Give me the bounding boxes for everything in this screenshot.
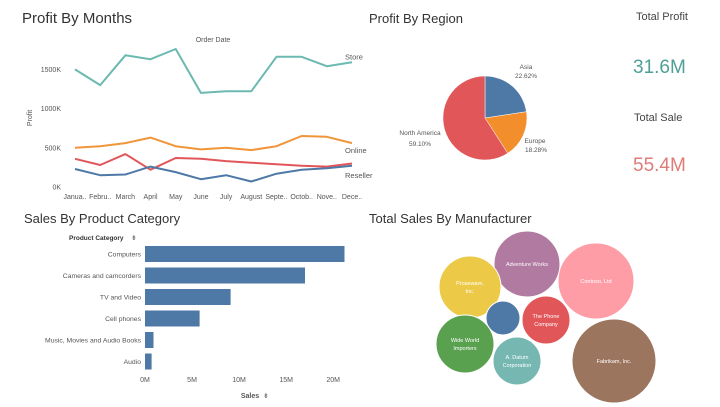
category-label: Cameras and camcorders xyxy=(63,273,142,280)
bubble-label: Proseware, xyxy=(456,281,484,287)
x-tick-label: March xyxy=(116,194,136,201)
bar xyxy=(145,353,152,370)
bubble xyxy=(571,318,657,404)
bubble-label: Adventure Works xyxy=(506,262,548,268)
series-line xyxy=(74,153,353,171)
bubble-label: Wide World xyxy=(451,338,479,344)
x-tick-label: 15M xyxy=(279,377,293,384)
series-label: Store xyxy=(345,52,363,61)
bubble xyxy=(557,242,635,320)
line-chart-y-title: Profit xyxy=(27,110,34,126)
pie-slice-pct: 18.28% xyxy=(525,147,547,154)
sales-by-manufacturer-title: Total Sales By Manufacturer xyxy=(369,211,532,226)
series-line xyxy=(74,48,353,94)
x-tick-label: 10M xyxy=(232,377,246,384)
bar xyxy=(145,267,305,284)
total-sale-value: 55.4M xyxy=(633,155,686,176)
y-tick-label: 500K xyxy=(45,145,62,152)
sort-icon: ⇟ xyxy=(263,392,269,400)
total-sale-label: Total Sale xyxy=(634,112,683,124)
total-profit-value: 31.6M xyxy=(633,57,686,78)
series-label: Online xyxy=(345,146,367,155)
x-tick-label: Dece.. xyxy=(342,194,362,201)
y-tick-label: 0K xyxy=(52,185,61,192)
bubble-label: Company xyxy=(534,322,558,328)
bubble xyxy=(485,300,521,336)
bar xyxy=(145,310,200,327)
x-tick-label: May xyxy=(169,194,183,201)
pie-slice-pct: 22.62% xyxy=(515,73,537,80)
bubble-label: Corporation xyxy=(503,363,532,369)
x-tick-label: Octob.. xyxy=(290,194,313,201)
x-tick-label: 0M xyxy=(140,377,150,384)
series-line xyxy=(74,164,353,183)
y-tick-label: 1000K xyxy=(41,106,62,113)
category-label: Audio xyxy=(124,359,142,366)
total-profit-label: Total Profit xyxy=(636,11,688,23)
series-line xyxy=(74,135,353,152)
x-tick-label: 20M xyxy=(326,377,340,384)
line-chart-x-title: Order Date xyxy=(196,37,231,44)
category-label: Cell phones xyxy=(105,316,141,323)
bubble-label: A. Datum xyxy=(506,355,529,361)
pie-slice-label: Asia xyxy=(520,64,533,71)
bubble-label: Contoso, Ltd xyxy=(580,279,611,285)
x-tick-label: Janua.. xyxy=(64,194,87,201)
category-label: Music, Movies and Audio Books xyxy=(45,338,142,345)
sort-icon: ⇟ xyxy=(131,234,137,242)
bubble-label: Inc. xyxy=(466,289,475,295)
profit-by-region-title: Profit By Region xyxy=(369,11,463,26)
bubble xyxy=(521,295,571,345)
pie-slice xyxy=(442,75,509,161)
profit-by-months-title: Profit By Months xyxy=(22,10,133,27)
x-tick-label: August xyxy=(240,194,262,201)
bubble-label: Fabrikam, Inc. xyxy=(597,359,632,365)
category-label: Computers xyxy=(108,252,142,259)
bar xyxy=(145,332,154,348)
bubble xyxy=(492,336,542,386)
bar xyxy=(145,289,231,305)
y-tick-label: 1500K xyxy=(41,67,62,74)
x-tick-label: 5M xyxy=(187,377,197,384)
pie-slice-label: Europe xyxy=(525,138,546,145)
x-tick-label: Nove.. xyxy=(317,194,337,201)
bar-x-title: Sales xyxy=(241,393,259,400)
series-label: Reseller xyxy=(345,171,373,180)
category-header: Product Category xyxy=(69,235,124,242)
bubble xyxy=(493,230,561,298)
pie-slice xyxy=(484,111,528,154)
x-tick-label: Septe.. xyxy=(265,194,287,201)
sales-by-category-title: Sales By Product Category xyxy=(24,211,181,226)
x-tick-label: Febru.. xyxy=(89,194,111,201)
bubble-label: The Phone xyxy=(533,314,560,320)
category-label: TV and Video xyxy=(100,295,141,302)
bar xyxy=(145,246,345,262)
x-tick-label: July xyxy=(220,194,233,201)
pie-slice-label: North America xyxy=(399,130,441,137)
x-tick-label: April xyxy=(144,194,158,201)
bubble xyxy=(435,314,495,374)
pie-slice xyxy=(484,75,527,119)
pie-slice-pct: 59.10% xyxy=(409,141,431,148)
x-tick-label: June xyxy=(193,194,208,201)
bubble-label: Importers xyxy=(453,346,476,352)
